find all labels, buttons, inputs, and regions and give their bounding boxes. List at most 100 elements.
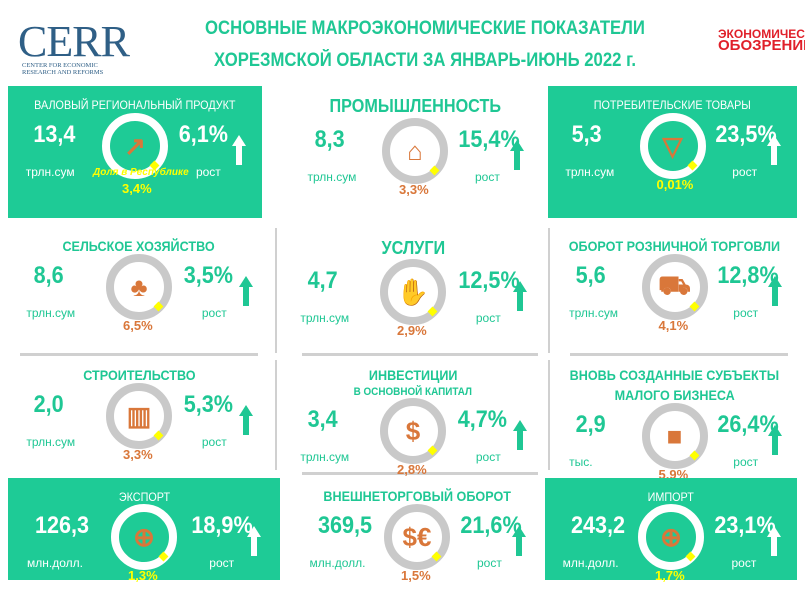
card-body: 126,3 млн.долл. ⊕ 1,3% 18,9% рост (8, 504, 280, 583)
card-title: МАЛОГО БИЗНЕСА (614, 387, 735, 403)
indicator-card: ВНОВЬ СОЗДАННЫЕ СУБЪЕКТЫ МАЛОГО БИЗНЕСА 2,… (552, 357, 797, 482)
growth-label: рост (733, 455, 759, 469)
indicator-unit: млн.долл. (562, 556, 619, 570)
growth-value: 21,6% (460, 512, 522, 539)
share-value: 3,3% (123, 447, 153, 462)
divider (275, 228, 277, 353)
indicator-value: 126,3 (35, 512, 90, 539)
share-ring: ■ (641, 403, 708, 469)
indicator-value: 5,6 (575, 262, 606, 289)
share-value: 1,7% (655, 568, 685, 583)
indicator-unit: трлн.сум (300, 311, 350, 325)
card-body: 369,5 млн.долл. $€ 1,5% 21,6% рост (292, 504, 542, 583)
indicator-card: ЭКСПОРТ 126,3 млн.долл. ⊕ 1,3% 18,9% рост (8, 478, 280, 583)
share-ring-segment (689, 450, 699, 461)
share-ring-segment (431, 551, 442, 562)
card-body: 8,3 трлн.сум ⌂ 3,3% 15,4% рост (290, 117, 540, 218)
divider (548, 228, 550, 353)
indicator-value: 8,3 (314, 126, 345, 153)
indicator-value: 243,2 (570, 512, 625, 539)
card-title: ИМПОРТ (647, 490, 695, 504)
card-title: ПРОМЫШЛЕННОСТЬ (329, 96, 501, 116)
growth-value: 3,5% (183, 262, 233, 289)
cerr-logo: CERR Center for Economic Research and Re… (18, 17, 158, 77)
indicator-card: ПОТРЕБИТЕЛЬСКИЕ ТОВАРЫ 5,3 трлн.сум ▽ 0,01% 2… (548, 86, 797, 218)
briefcase-icon: ■ (666, 420, 683, 451)
share-ring-segment (429, 165, 440, 176)
arrow-up-icon (231, 135, 246, 165)
indicator-card: УСЛУГИ 4,7 трлн.сум ✋ 2,9% 12,5% рост (282, 228, 544, 353)
growth-value: 15,4% (458, 126, 520, 153)
card-subtitle: В ОСНОВНОЙ КАПИТАЛ (353, 386, 473, 398)
globe-export-icon: ⊕ (133, 521, 155, 552)
arrow-up-icon (238, 405, 253, 435)
share-ring-segment (427, 445, 438, 456)
card-body: 4,7 трлн.сум ✋ 2,9% 12,5% рост (282, 259, 544, 353)
share-ring: ⛟ (641, 254, 708, 320)
arrow-up-icon (238, 276, 253, 306)
indicator-card: ПРОМЫШЛЕННОСТЬ 8,3 трлн.сум ⌂ 3,3% 15,4% рост (290, 86, 540, 218)
divider (548, 360, 550, 470)
indicator-card: СТРОИТЕЛЬСТВО 2,0 трлн.сум ▥ 3,3% 5,3% рост (8, 357, 270, 472)
card-title: СТРОИТЕЛЬСТВО (82, 367, 196, 383)
share-value: 2,8% (397, 462, 427, 477)
share-ring: ✋ (380, 259, 446, 325)
page-subtitle: ХОРЕЗМСКОЙ ОБЛАСТИ ЗА ЯНВАРЬ-ИЮНЬ 2022 г… (213, 50, 637, 71)
share-value: 4,1% (658, 318, 689, 333)
divider (20, 353, 258, 356)
indicator-card: ИМПОРТ 243,2 млн.долл. ⊕ 1,7% 23,1% рост (545, 478, 797, 583)
arrow-up-icon (512, 526, 526, 556)
share-value: 1,5% (401, 568, 431, 583)
card-title: СЕЛЬСКОЕ ХОЗЯЙСТВО (62, 238, 216, 254)
growth-value: 23,5% (715, 121, 777, 148)
indicator-unit: трлн.сум (25, 165, 75, 179)
arrow-up-icon (510, 140, 524, 170)
share-value: 3,4% (122, 181, 152, 196)
indicator-unit: трлн.сум (300, 450, 350, 464)
factory-icon: ⌂ (407, 135, 423, 166)
indicator-value: 369,5 (317, 512, 372, 539)
card-body: 8,6 трлн.сум ♣ 6,5% 3,5% рост (8, 254, 270, 353)
growth-label: рост (732, 165, 758, 179)
card-title: ЭКСПОРТ (118, 490, 170, 504)
shovel-plant-icon: ♣ (130, 271, 148, 302)
indicator-value: 8,6 (33, 262, 64, 289)
share-ring: ▽ (639, 113, 706, 179)
card-title: ВАЛОВЫЙ РЕГИОНАЛЬНЫЙ ПРОДУКТ (34, 98, 236, 112)
tshirt-icon: ▽ (662, 130, 683, 161)
building-icon: ▥ (126, 400, 152, 431)
card-body: 5,3 трлн.сум ▽ 0,01% 23,5% рост (548, 112, 797, 218)
logo-text: CERR (18, 17, 130, 66)
share-ring: ⊕ (111, 504, 177, 570)
indicator-value: 3,4 (307, 406, 338, 433)
indicator-value: 2,0 (33, 391, 64, 418)
card-title: УСЛУГИ (381, 238, 445, 258)
hand-service-icon: ✋ (396, 276, 430, 307)
page-title: ОСНОВНЫЕ МАКРОЭКОНОМИЧЕСКИЕ ПОКАЗАТЕЛИ (205, 18, 645, 39)
arrow-up-icon (767, 135, 782, 165)
indicator-value: 13,4 (33, 121, 76, 148)
share-ring-segment (153, 430, 164, 441)
indicator-card: ВАЛОВЫЙ РЕГИОНАЛЬНЫЙ ПРОДУКТ 13,4 трлн.сум… (8, 86, 262, 218)
share-value: 1,3% (128, 568, 158, 583)
indicator-unit: трлн.сум (565, 165, 615, 179)
arrow-up-icon (767, 276, 782, 306)
card-body: 5,6 трлн.сум ⛟ 4,1% 12,8% рост (552, 254, 797, 353)
share-ring-segment (685, 551, 696, 562)
share-ring-segment (687, 160, 697, 171)
share-ring: $€ (384, 504, 450, 570)
indicator-card: ИНВЕСТИЦИИ В ОСНОВНОЙ КАПИТАЛ 3,4 трлн.сум $… (282, 357, 544, 477)
indicator-unit: млн.долл. (27, 556, 83, 570)
logo-subtitle: Center for Economic (22, 62, 98, 69)
card-body: 2,0 трлн.сум ▥ 3,3% 5,3% рост (8, 383, 270, 472)
indicator-value: 5,3 (572, 121, 603, 148)
share-ring-segment (153, 301, 164, 312)
arrow-up-icon (247, 526, 262, 556)
growth-value: 6,1% (178, 121, 228, 148)
card-title: ВНЕШНЕТОРГОВЫЙ ОБОРОТ (323, 488, 511, 504)
card-title: ВНОВЬ СОЗДАННЫЕ СУБЪЕКТЫ (569, 367, 780, 383)
card-title: ИНВЕСТИЦИИ (368, 367, 458, 383)
indicator-unit: трлн.сум (26, 435, 76, 449)
indicator-unit: трлн.сум (569, 306, 618, 320)
share-value: 6,5% (123, 318, 153, 333)
